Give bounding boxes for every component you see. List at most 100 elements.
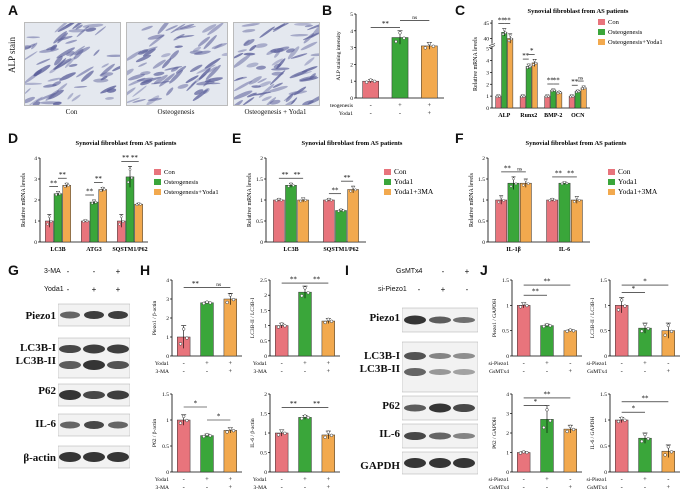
stained-cell xyxy=(285,93,294,103)
stained-cell xyxy=(52,101,62,105)
data-point xyxy=(130,176,134,180)
protein-band xyxy=(107,344,129,354)
protein-band xyxy=(59,452,81,462)
stained-cell xyxy=(246,92,257,98)
data-point xyxy=(299,199,302,203)
stained-cell xyxy=(164,66,183,71)
condition-sign: - xyxy=(621,476,623,483)
i-sign: - xyxy=(465,285,469,294)
axis-break-gap xyxy=(489,43,495,47)
data-point xyxy=(300,294,304,298)
data-point xyxy=(339,208,343,211)
stained-cell xyxy=(106,54,120,58)
condition-label: 3-MA xyxy=(156,369,169,375)
significance-label: ** xyxy=(86,188,94,196)
panel-label-f: F xyxy=(455,130,464,146)
condition-label: Yoda1 xyxy=(253,361,267,367)
condition-label: 3-MA xyxy=(254,485,267,491)
protein-band xyxy=(404,368,426,376)
y-tick-label: 2 xyxy=(506,431,509,437)
data-point xyxy=(666,323,670,327)
protein-band xyxy=(83,360,105,370)
condition-sign: + xyxy=(427,102,431,109)
data-point xyxy=(128,168,132,171)
y-tick-label: 2 xyxy=(166,316,169,322)
data-point xyxy=(325,199,328,202)
data-point xyxy=(280,429,284,433)
data-point xyxy=(563,181,566,184)
data-point xyxy=(508,33,512,37)
data-point xyxy=(548,419,552,423)
data-point xyxy=(666,445,670,449)
y-tick-label: 1.5 xyxy=(478,177,485,183)
y-tick-label: 1 xyxy=(350,79,353,85)
y-tick-label: 1.5 xyxy=(600,392,607,398)
stained-cell xyxy=(69,45,86,57)
data-point xyxy=(342,209,345,212)
significance-label: ** xyxy=(344,174,352,182)
bar xyxy=(321,320,335,357)
stained-cell xyxy=(25,70,42,84)
g-sign: - xyxy=(66,267,70,276)
condition-sign: + xyxy=(666,484,670,491)
data-point xyxy=(525,450,529,455)
stained-cell xyxy=(165,25,178,31)
western-blot-g xyxy=(58,303,130,469)
condition-sign: + xyxy=(228,476,232,483)
stained-cell xyxy=(272,82,283,88)
bar xyxy=(517,305,531,357)
y-tick-label: 4 xyxy=(350,29,353,35)
bar xyxy=(62,185,71,243)
data-point xyxy=(577,90,581,93)
y-tick-label: 0.5 xyxy=(256,219,263,225)
data-point xyxy=(524,178,528,182)
chart-j-il6: 00.511.5IL-6 / GAPDH***si-Piezo1- + -GsMTx… xyxy=(587,392,680,491)
data-point xyxy=(289,182,293,186)
significance-label: ** xyxy=(281,171,289,179)
data-point xyxy=(65,182,69,186)
significance-label: ** xyxy=(313,400,321,408)
y-tick-label: 5 xyxy=(350,12,353,18)
stained-cell xyxy=(100,63,115,76)
condition-sign: + xyxy=(326,484,330,491)
y-axis-label: P62 / β-actin xyxy=(152,419,158,447)
stained-cell xyxy=(65,39,78,44)
data-point xyxy=(90,201,94,205)
data-point xyxy=(280,322,284,326)
data-point xyxy=(326,430,330,434)
stained-cell xyxy=(271,58,283,66)
significance-label: ** xyxy=(131,154,139,162)
stained-cell xyxy=(310,23,319,38)
data-point xyxy=(547,94,550,98)
i-sign: + xyxy=(464,267,470,276)
significance-label: * xyxy=(632,285,636,293)
significance-label: ** xyxy=(571,78,579,86)
data-point xyxy=(398,31,402,35)
bar xyxy=(558,182,571,243)
stained-cell xyxy=(257,78,267,84)
micrograph-con-image xyxy=(25,23,120,105)
stained-cell xyxy=(132,85,147,97)
data-point xyxy=(330,198,333,202)
data-point xyxy=(498,94,501,98)
stained-cell xyxy=(127,87,136,98)
condition-label: si-Piezo1 xyxy=(587,477,608,483)
stained-cell xyxy=(189,64,203,73)
data-point xyxy=(185,336,189,340)
data-point xyxy=(369,78,373,82)
data-point xyxy=(573,200,576,203)
protein-band xyxy=(429,353,451,359)
data-point xyxy=(423,46,427,50)
protein-band xyxy=(453,369,475,375)
legend-swatch xyxy=(598,19,605,25)
panel-label-g: G xyxy=(8,262,19,278)
data-point xyxy=(323,435,327,439)
data-point xyxy=(528,65,532,68)
data-point xyxy=(565,329,569,333)
condition-sign: - xyxy=(183,476,185,483)
bar xyxy=(297,199,309,243)
data-point xyxy=(225,300,229,305)
data-point xyxy=(303,286,307,290)
data-point xyxy=(280,198,283,202)
significance-label: * xyxy=(530,47,534,55)
